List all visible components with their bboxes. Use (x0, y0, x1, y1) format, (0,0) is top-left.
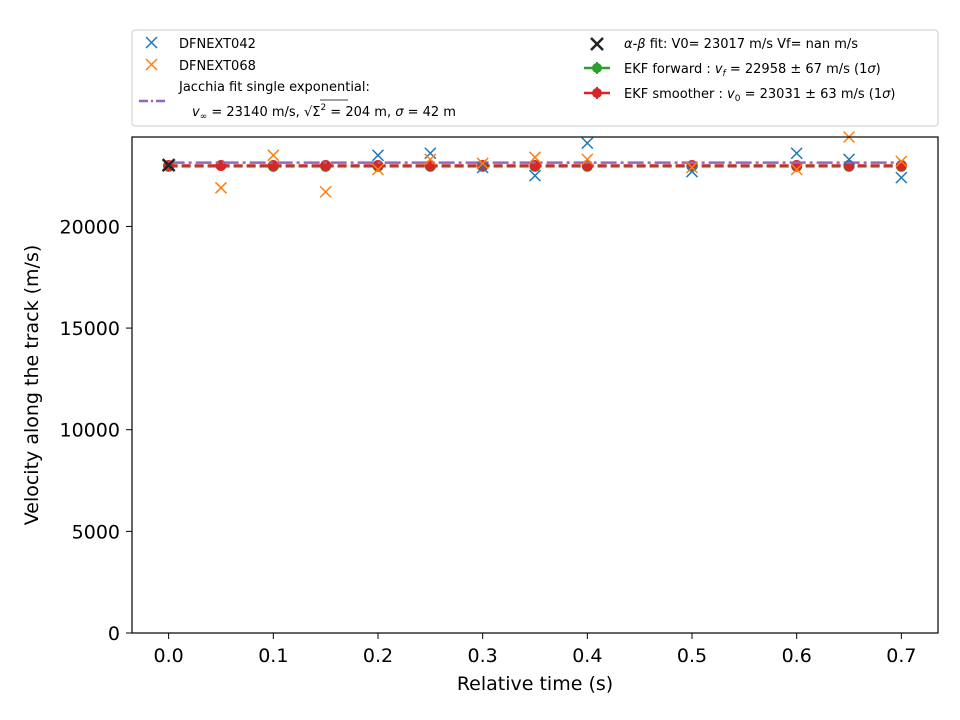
x-tick-label: 0.6 (782, 645, 812, 667)
legend-item-ekf-smoother: EKF smoother : v0 = 23031 ± 63 m/s (1σ) (584, 87, 895, 104)
jacchia-text-d: = 42 m (403, 105, 456, 120)
series-fit-v0-23017-m-s-vf-nan-m-s (161, 158, 176, 172)
data-point (371, 163, 385, 176)
ekf-smo-sigma: σ (882, 87, 891, 102)
jacchia-text-b: = 23140 m/s, (207, 105, 304, 120)
data-point (371, 149, 385, 162)
data-point (372, 159, 384, 171)
legend-label-dfnext042: DFNEXT042 (179, 37, 256, 52)
ticks-layer: 0.0 0.1 0.2 0.3 0.4 0.5 0.6 0.7 0 5000 10000 15000 2… (60, 216, 917, 667)
legend-item-alpha-beta: α-β fit: V0= 23017 m/s Vf= nan m/s (590, 37, 858, 52)
legend-marker-ekf-smoother (584, 87, 610, 99)
legend-marker-alpha-beta (590, 37, 604, 51)
y-tick-label: 5000 (72, 521, 120, 543)
legend-box (131, 29, 939, 127)
x-tick-label: 0.5 (677, 645, 707, 667)
legend-item-ekf-forward: EKF forward : vf = 22958 ± 67 m/s (1σ) (584, 62, 881, 79)
ekf-smo-v: v (727, 87, 735, 102)
legend-label-ekf-smoother: EKF smoother : v0 = 23031 ± 63 m/s (1σ) (624, 87, 895, 104)
data-point (581, 137, 594, 150)
legend-marker-ekf-forward (584, 62, 610, 74)
data-point (424, 147, 437, 160)
jacchia-sq: 2 (320, 103, 326, 113)
x-tick-label: 0.2 (363, 645, 393, 667)
legend-label-jacchia-line2: v∞ = 23140 m/s, √Σ2 = 204 m, σ = 42 m (192, 103, 456, 122)
data-point (528, 169, 542, 182)
data-point (476, 161, 489, 174)
legend-label-alpha-beta: α-β fit: V0= 23017 m/s Vf= nan m/s (624, 37, 858, 52)
plot-frame (131, 136, 939, 634)
ab-greek: α-β (624, 37, 646, 52)
series-layer (161, 130, 908, 198)
data-point (476, 157, 489, 170)
ab-rest: fit: V0= 23017 m/s Vf= nan m/s (646, 37, 859, 52)
data-point (895, 171, 908, 184)
y-tick-label: 0 (108, 623, 120, 645)
x-axis-label: Relative time (s) (457, 673, 613, 695)
y-tick-label: 20000 (60, 216, 120, 238)
ekf-fwd-sub: f (723, 69, 728, 79)
data-point (320, 159, 332, 171)
jacchia-sub: ∞ (200, 112, 208, 122)
ekf-fwd-v: v (715, 62, 723, 77)
x-tick-label: 0.7 (886, 645, 916, 667)
ekf-smo-sub: 0 (735, 94, 741, 104)
x-tick-label: 0.4 (572, 645, 602, 667)
data-point (895, 155, 908, 168)
series-dfnext042 (162, 137, 908, 184)
y-tick-label: 15000 (60, 318, 120, 340)
jacchia-sqrt: √Σ (304, 105, 321, 120)
series-dfnext068 (162, 130, 908, 198)
data-point (267, 149, 280, 162)
data-point (161, 158, 176, 172)
data-point (842, 153, 856, 166)
data-point (581, 153, 594, 166)
data-point (790, 163, 803, 176)
ekf-smo-c: ) (890, 87, 895, 102)
legend-item-dfnext042: DFNEXT042 (145, 36, 256, 52)
x-tick-label: 0.1 (258, 645, 288, 667)
data-point (214, 181, 228, 194)
y-axis-label: Velocity along the track (m/s) (21, 245, 43, 526)
legend-item-dfnext068: DFNEXT068 (145, 58, 256, 74)
legend-item-jacchia: Jacchia fit single exponential: v∞ = 231… (139, 80, 456, 122)
data-point (528, 151, 542, 164)
data-point (319, 185, 332, 198)
ekf-fwd-sigma: σ (867, 62, 876, 77)
data-point (424, 153, 437, 166)
data-point (685, 161, 699, 174)
jacchia-v: v (192, 105, 200, 120)
x-tick-label: 0.3 (468, 645, 498, 667)
jacchia-sigma: σ (395, 105, 404, 120)
ekf-fwd-a: EKF forward : (624, 62, 715, 77)
x-tick-label: 0.0 (154, 645, 184, 667)
legend-label-jacchia-line1: Jacchia fit single exponential: (178, 80, 370, 95)
ekf-fwd-c: ) (876, 62, 881, 77)
ekf-smo-b: = 23031 ± 63 m/s (1 (740, 87, 882, 102)
ekf-fwd-b: = 22958 ± 67 m/s (1 (726, 62, 868, 77)
jacchia-text-c: = 204 m, (326, 105, 395, 120)
data-point (790, 147, 803, 160)
data-point (685, 165, 699, 178)
legend-marker-dfnext042 (145, 36, 158, 49)
legend-label-ekf-forward: EKF forward : vf = 22958 ± 67 m/s (1σ) (624, 62, 881, 79)
ekf-smo-a: EKF smoother : (624, 87, 727, 102)
legend-marker-dfnext068 (145, 58, 158, 71)
y-tick-label: 10000 (60, 420, 120, 442)
legend-label-dfnext068: DFNEXT068 (179, 59, 256, 74)
